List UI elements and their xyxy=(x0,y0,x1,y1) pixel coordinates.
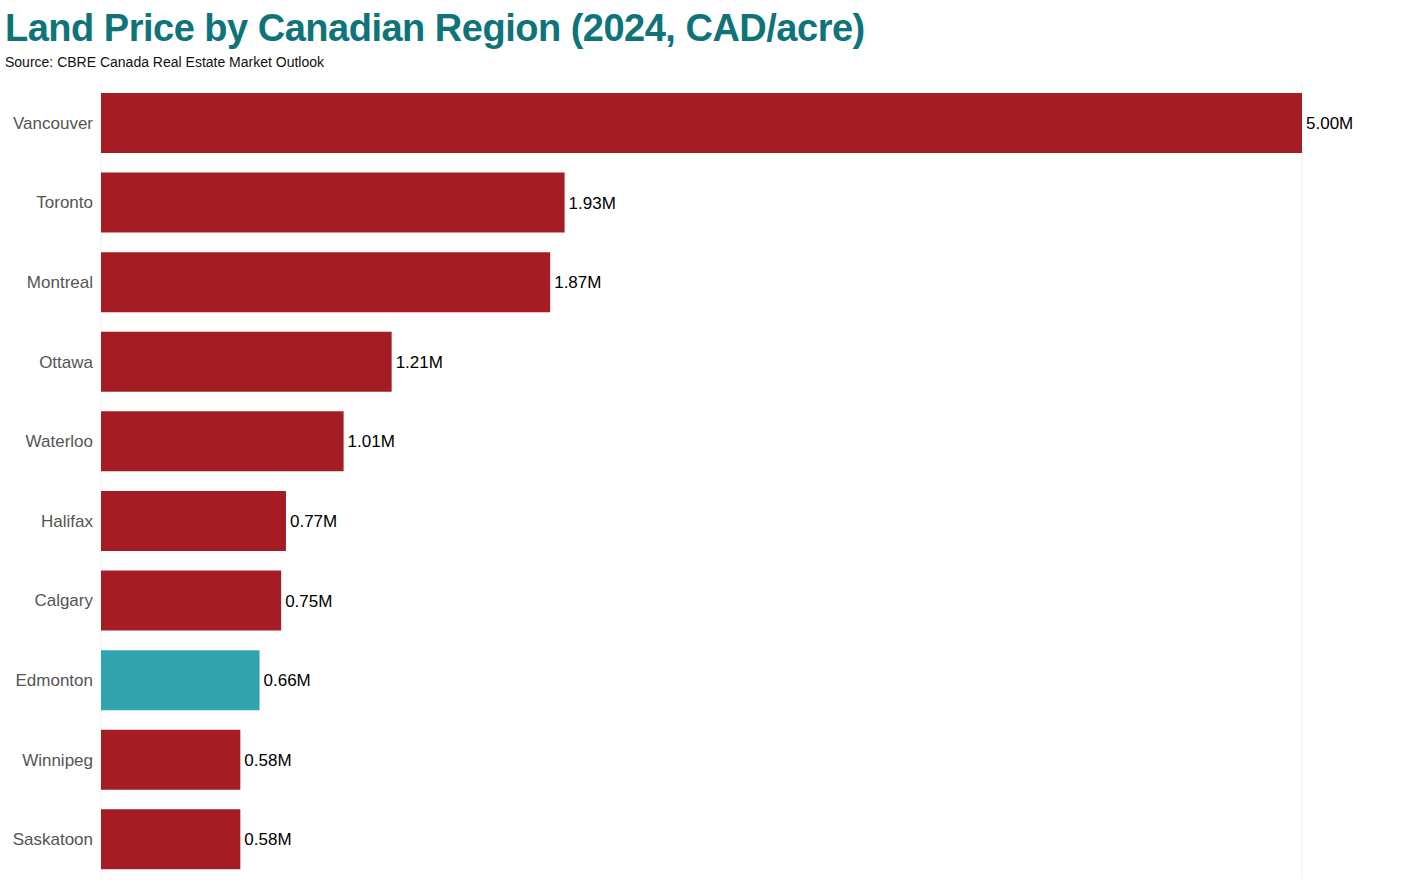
html-text:Source: CBRE Canada Real Estat: Source: CBRE Canada Real Estate Market O… xyxy=(5,54,324,70)
svg-text:5.00M: 5.00M xyxy=(1306,114,1353,133)
svg-text:Montreal: Montreal xyxy=(27,273,93,292)
svg-text:Calgary: Calgary xyxy=(34,591,93,610)
svg-text:0.58M: 0.58M xyxy=(244,751,291,770)
svg-text:0.66M: 0.66M xyxy=(264,671,311,690)
svg-text:1.01M: 1.01M xyxy=(348,432,395,451)
svg-text:0.77M: 0.77M xyxy=(290,512,337,531)
svg-text:1.21M: 1.21M xyxy=(396,353,443,372)
svg-text:Winnipeg: Winnipeg xyxy=(22,751,93,770)
svg-text:Halifax: Halifax xyxy=(41,512,93,531)
svg-text:1.93M: 1.93M xyxy=(569,194,616,213)
svg-text:1.87M: 1.87M xyxy=(554,273,601,292)
svg-text:Vancouver: Vancouver xyxy=(13,114,93,133)
svg-text:0.58M: 0.58M xyxy=(244,830,291,849)
html-text:Land Price by Canadian Region: Land Price by Canadian Region (2024, CAD… xyxy=(5,7,865,49)
svg-text:Saskatoon: Saskatoon xyxy=(13,830,93,849)
svg-text:Ottawa: Ottawa xyxy=(39,353,93,372)
svg-text:0.75M: 0.75M xyxy=(285,592,332,611)
svg-text:Toronto: Toronto xyxy=(36,193,93,212)
svg-text:Edmonton: Edmonton xyxy=(16,671,94,690)
svg-text:Waterloo: Waterloo xyxy=(26,432,93,451)
